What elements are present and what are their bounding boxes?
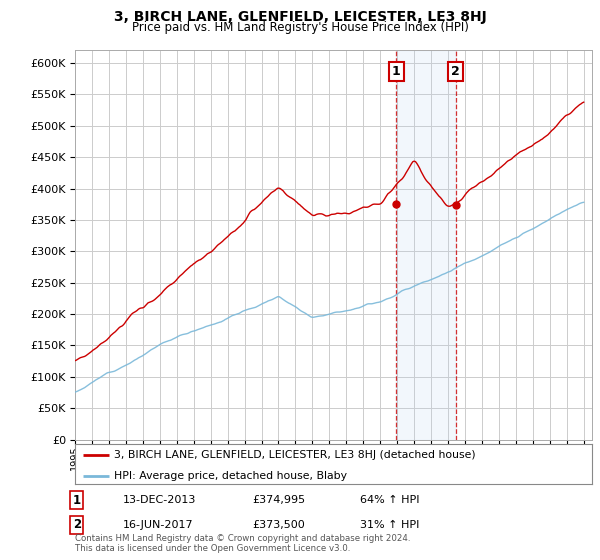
Text: 2: 2	[451, 66, 460, 78]
Text: 31% ↑ HPI: 31% ↑ HPI	[360, 520, 419, 530]
Bar	[397, 50, 455, 440]
Text: £373,500: £373,500	[252, 520, 305, 530]
Text: Contains HM Land Registry data © Crown copyright and database right 2024.
This d: Contains HM Land Registry data © Crown c…	[75, 534, 410, 553]
Text: 16-JUN-2017: 16-JUN-2017	[123, 520, 194, 530]
Text: HPI: Average price, detached house, Blaby: HPI: Average price, detached house, Blab…	[114, 470, 347, 480]
Text: 13-DEC-2013: 13-DEC-2013	[123, 495, 196, 505]
Text: 1: 1	[392, 66, 401, 78]
Text: 1: 1	[73, 493, 81, 507]
Text: Price paid vs. HM Land Registry's House Price Index (HPI): Price paid vs. HM Land Registry's House …	[131, 21, 469, 34]
Text: 64% ↑ HPI: 64% ↑ HPI	[360, 495, 419, 505]
Text: 3, BIRCH LANE, GLENFIELD, LEICESTER, LE3 8HJ (detached house): 3, BIRCH LANE, GLENFIELD, LEICESTER, LE3…	[114, 450, 475, 460]
Text: 2: 2	[73, 518, 81, 531]
Text: 3, BIRCH LANE, GLENFIELD, LEICESTER, LE3 8HJ: 3, BIRCH LANE, GLENFIELD, LEICESTER, LE3…	[113, 10, 487, 24]
Text: £374,995: £374,995	[252, 495, 305, 505]
